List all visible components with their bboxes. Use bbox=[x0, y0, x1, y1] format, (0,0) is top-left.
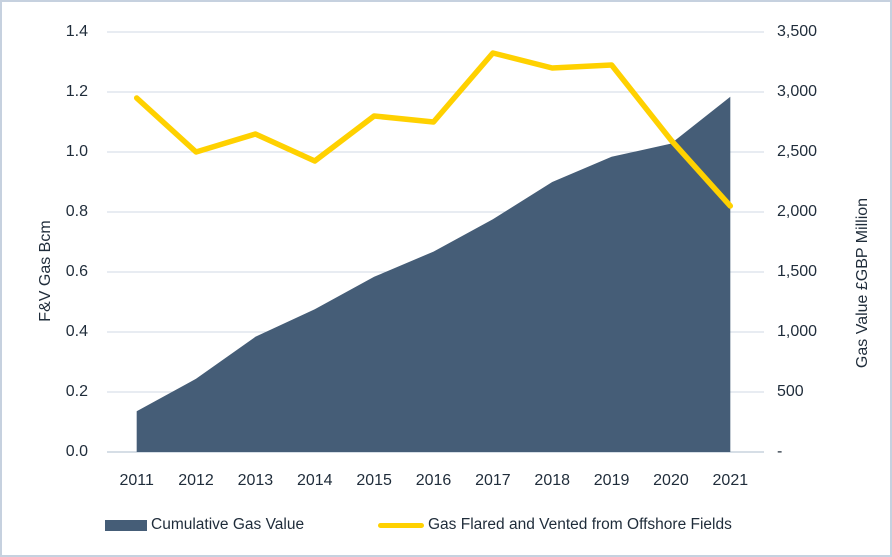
right-axis-tick-label: 500 bbox=[777, 383, 804, 400]
x-axis-year-label: 2014 bbox=[296, 472, 333, 489]
left-axis-tick-label: 1.2 bbox=[65, 83, 88, 100]
x-axis-year-label: 2020 bbox=[653, 472, 689, 489]
right-axis-tick-label: 3,000 bbox=[777, 83, 818, 100]
x-axis-year-label: 2011 bbox=[119, 472, 154, 489]
area-series-swatch bbox=[105, 519, 147, 531]
legend-item-gas-flared-vented: Gas Flared and Vented from Offshore Fiel… bbox=[378, 514, 732, 536]
x-axis-year-label: 2013 bbox=[237, 472, 274, 489]
legend-label-cumulative-gas-value: Cumulative Gas Value bbox=[151, 516, 305, 533]
right-axis-tick-label: 2,500 bbox=[777, 143, 818, 160]
x-axis-year-label: 2017 bbox=[475, 472, 511, 489]
left-axis-tick-label: 0.4 bbox=[65, 323, 88, 340]
x-axis-year-label: 2016 bbox=[415, 472, 452, 489]
x-axis-year-label: 2012 bbox=[178, 472, 214, 489]
left-axis-tick-label: 0.0 bbox=[65, 443, 88, 460]
left-axis-tick-label: 1.0 bbox=[65, 143, 88, 160]
right-axis-tick-label: 1,500 bbox=[777, 263, 818, 280]
right-axis-tick-label: 2,000 bbox=[777, 203, 818, 220]
x-axis-year-label: 2019 bbox=[593, 472, 630, 489]
left-axis-tick-label: 0.2 bbox=[65, 383, 88, 400]
right-axis-tick-label: 1,000 bbox=[777, 323, 818, 340]
area-series-cumulative-gas-value bbox=[136, 96, 731, 453]
x-axis-year-label: 2018 bbox=[534, 472, 571, 489]
x-axis-year-label: 2015 bbox=[356, 472, 392, 489]
line-series-gas-flared-vented bbox=[133, 50, 734, 209]
right-axis-title: Gas Value £GBP Million bbox=[854, 197, 871, 369]
right-axis-tick-label: 3,500 bbox=[777, 23, 818, 40]
left-axis-tick-label: 1.4 bbox=[65, 23, 88, 40]
x-axis-year-label: 2021 bbox=[712, 472, 749, 489]
left-axis-tick-label: 0.8 bbox=[65, 203, 88, 220]
left-axis-tick-label: 0.6 bbox=[65, 263, 88, 280]
right-axis-tick-label: - bbox=[777, 443, 783, 460]
legend-label-gas-flared-vented: Gas Flared and Vented from Offshore Fiel… bbox=[428, 516, 732, 533]
line-series-swatch bbox=[378, 522, 424, 528]
legend-item-cumulative-gas-value: Cumulative Gas Value bbox=[105, 514, 304, 536]
